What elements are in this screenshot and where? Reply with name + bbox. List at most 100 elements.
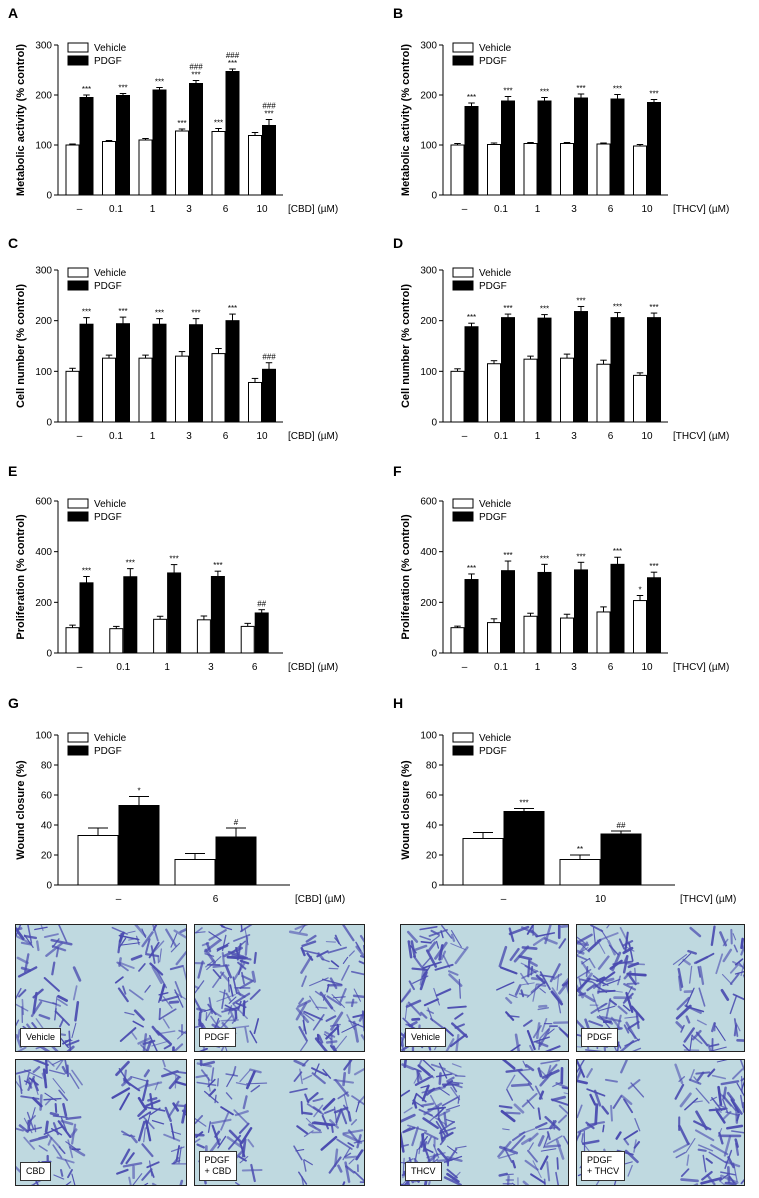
bar-pdgf [647,102,661,196]
bar-vehicle [633,145,647,196]
bar-pdgf [537,317,552,423]
panel-letter: C [8,235,18,251]
legend-swatch-vehicle [452,732,474,743]
chart-panel-f: F Proliferation (% control) 0 200 400 600– ***… [385,458,755,688]
y-tick-label: 300 [35,41,52,52]
legend-swatch-vehicle [452,267,474,278]
y-tick-label: 0 [431,418,437,429]
x-axis-unit-label: [CBD] (µM) [288,662,338,673]
chart-svg-h: H Wound closure (%) 0 20 40 60 80 100 – *** 10 ** ##… [393,695,736,905]
legend-swatch-vehicle [67,732,89,743]
y-tick-label: 0 [46,649,52,660]
legend-swatch-pdgf [452,280,474,291]
micrograph-thcv-1: Vehicle [400,924,569,1052]
significance-annotation: *** [118,307,127,316]
bar-pdgf [262,368,276,423]
legend-label-vehicle: Vehicle [479,733,512,744]
significance-annotation: ### [262,102,276,111]
legend-swatch-vehicle [67,498,89,509]
x-tick-label: 6 [213,894,219,905]
significance-annotation: *** [503,551,512,560]
bar-pdgf [537,100,552,196]
bar-vehicle [175,355,189,423]
significance-annotation: *** [519,799,528,808]
y-axis-label: Metabolic activity (% control) [400,44,412,197]
significance-annotation: * [638,585,641,594]
x-axis-unit-label: [THCV] (µM) [680,894,736,905]
x-tick-label: – [462,204,468,215]
bar-pdgf [647,317,661,423]
legend-label-vehicle: Vehicle [94,268,127,279]
y-tick-label: 400 [420,547,437,558]
bar-pdgf [189,324,203,423]
significance-annotation: *** [576,84,585,93]
bar-vehicle [138,357,153,423]
significance-annotation: *** [82,85,91,94]
significance-annotation: *** [126,559,135,568]
significance-annotation: *** [467,313,476,322]
x-tick-label: – [77,431,83,442]
micrograph-label: PDGF + CBD [198,1151,238,1181]
legend-label-pdgf: PDGF [94,56,122,67]
x-tick-label: – [77,662,83,673]
micrograph-cbd-3: CBD [15,1058,187,1186]
panel-letter: G [8,695,19,711]
bar-pdgf [600,833,642,886]
bar-vehicle [523,358,538,423]
significance-annotation: *** [118,84,127,93]
micrograph-cbd-2: PDGF [193,924,365,1052]
x-tick-label: 3 [186,204,192,215]
bar-pdgf [225,71,240,196]
bar-vehicle [211,131,226,196]
legend-label-pdgf: PDGF [94,746,122,757]
significance-annotation: *** [169,555,178,564]
bar-pdgf [501,570,515,654]
x-axis-unit-label: [THCV] (µM) [673,662,729,673]
bar-vehicle [633,600,647,654]
x-tick-label: 10 [595,894,607,905]
panel-letter: D [393,235,403,251]
x-tick-label: 0.1 [494,662,508,673]
significance-annotation: ### [226,51,240,60]
legend-swatch-pdgf [452,55,474,66]
bar-pdgf [464,326,479,423]
y-tick-label: 0 [431,649,437,660]
y-tick-label: 300 [420,41,437,52]
significance-annotation: ** [577,845,583,854]
significance-annotation: *** [613,303,622,312]
micrograph-grid-cbd: Vehicle PDGF CBD PDGF + CBD [15,924,365,1186]
bar-pdgf [610,98,625,196]
y-tick-label: 0 [46,881,52,892]
x-axis-unit-label: [THCV] (µM) [673,204,729,215]
bar-vehicle [523,615,538,654]
bar-vehicle [462,838,504,886]
legend-label-pdgf: PDGF [94,512,122,523]
micrograph-cells [577,925,744,1051]
chart-svg-d: D Cell number (% control) 0 100 200 300 – *** 0.… [393,235,729,442]
legend-label-pdgf: PDGF [479,512,507,523]
micrograph-cells [401,925,568,1051]
bar-vehicle [450,370,465,423]
bar-pdgf [503,811,545,886]
bar-pdgf [537,571,552,654]
panel-letter: H [393,695,403,711]
x-tick-label: 1 [535,431,541,442]
bar-vehicle [560,143,574,196]
bar-pdgf [464,579,479,654]
significance-annotation: *** [177,119,186,128]
significance-annotation: *** [613,85,622,94]
bar-pdgf [189,83,203,196]
bar-pdgf [464,106,479,196]
significance-annotation: *** [576,296,585,305]
legend-label-pdgf: PDGF [479,281,507,292]
bar-vehicle [77,835,119,886]
legend-swatch-pdgf [67,511,89,522]
bar-pdgf [254,612,269,654]
legend-swatch-pdgf [67,280,89,291]
panel-letter: E [8,463,17,479]
bar-vehicle [196,619,211,654]
chart-svg-c: C Cell number (% control) 0 100 200 300 – *** 0.… [8,235,338,442]
significance-annotation: * [137,787,140,796]
y-tick-label: 0 [46,191,52,202]
bar-vehicle [240,625,255,654]
